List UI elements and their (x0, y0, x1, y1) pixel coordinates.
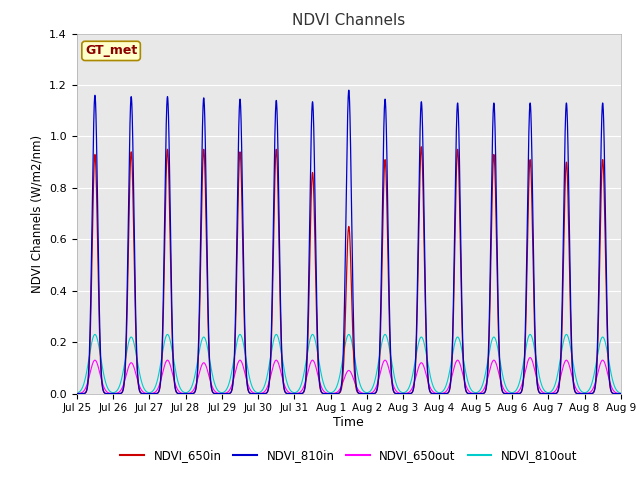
Legend: NDVI_650in, NDVI_810in, NDVI_650out, NDVI_810out: NDVI_650in, NDVI_810in, NDVI_650out, NDV… (116, 444, 582, 467)
Title: NDVI Channels: NDVI Channels (292, 13, 405, 28)
X-axis label: Time: Time (333, 416, 364, 429)
Text: GT_met: GT_met (85, 44, 137, 58)
Y-axis label: NDVI Channels (W/m2/nm): NDVI Channels (W/m2/nm) (31, 134, 44, 293)
